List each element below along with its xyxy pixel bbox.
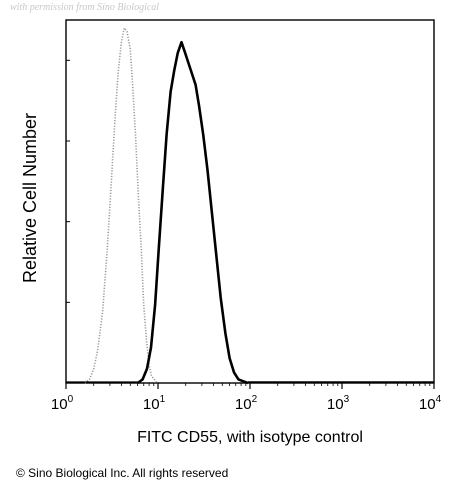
copyright-notice: © Sino Biological Inc. All rights reserv… xyxy=(16,466,229,480)
plot-area xyxy=(65,19,435,389)
x-tick-label: 104 xyxy=(419,394,442,413)
y-axis-ticks xyxy=(66,59,70,303)
series-layer xyxy=(66,27,434,385)
plot-frame xyxy=(65,19,435,384)
minor-ticks xyxy=(65,383,435,389)
x-axis-label: FITC CD55, with isotype control xyxy=(137,429,363,446)
x-tick-label: 100 xyxy=(51,394,74,413)
cd55-histogram xyxy=(136,40,249,385)
isotype-control-histogram xyxy=(84,27,158,384)
watermark-text: with permission from Sino Biological xyxy=(10,2,160,13)
x-axis-tick-labels: 100 101 102 103 104 xyxy=(51,394,442,413)
x-tick-label: 101 xyxy=(143,394,166,413)
x-tick-label: 103 xyxy=(327,394,350,413)
y-axis-label: Relative Cell Number xyxy=(20,113,40,283)
x-tick-label: 102 xyxy=(235,394,258,413)
